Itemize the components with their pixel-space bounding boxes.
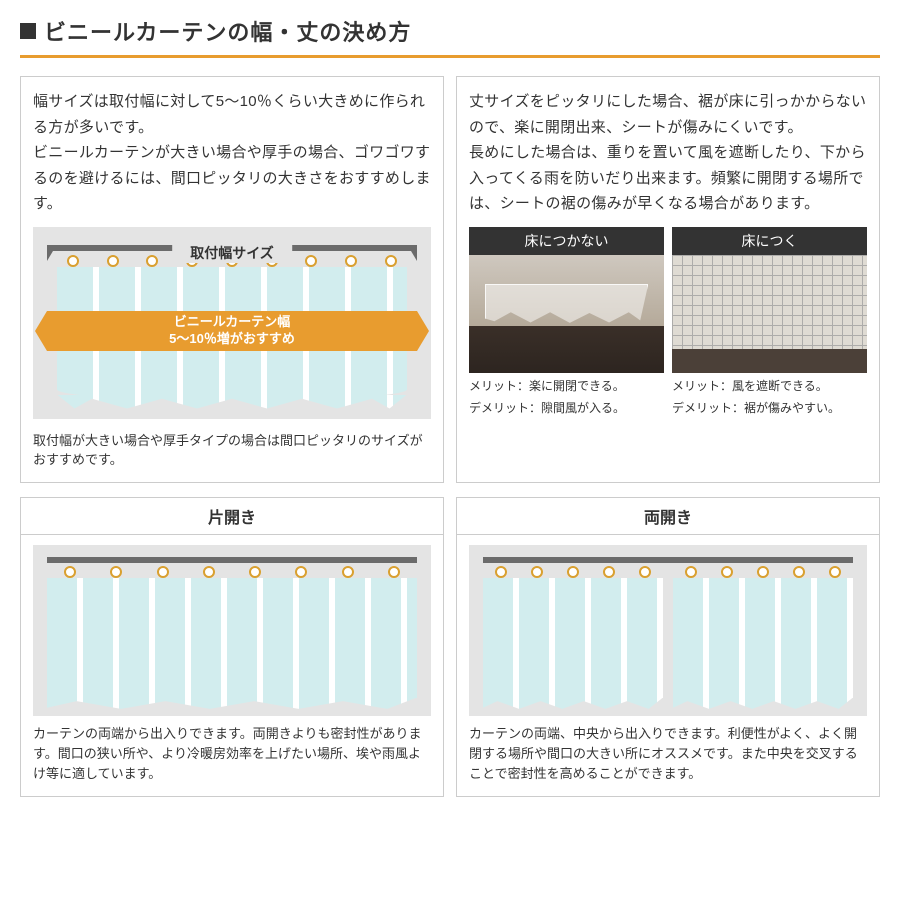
curtain-panel xyxy=(47,578,417,698)
photo-col-no-touch: 床につかない メリット：楽に開閉できる。 デメリット：隙間風が入る。 xyxy=(469,227,664,417)
length-box: 丈サイズをピッタリにした場合、裾が床に引っかからないので、楽に開閉出来、シートが… xyxy=(456,76,880,483)
ring-icon xyxy=(793,566,805,578)
ring-icon xyxy=(295,566,307,578)
mounting-track xyxy=(483,557,853,563)
ring-icon xyxy=(107,255,119,267)
opening-title: 両開き xyxy=(457,498,879,535)
curtain-scallop xyxy=(673,698,853,710)
curtain-scallop xyxy=(483,698,663,710)
photo-merit: メリット：楽に開閉できる。 xyxy=(469,377,664,395)
ring-icon xyxy=(639,566,651,578)
opening-diagram xyxy=(469,545,867,716)
photo-label: 床につく xyxy=(672,227,867,255)
photo-no-touch-floor xyxy=(469,255,664,373)
ring-icon xyxy=(495,566,507,578)
photo-demerit: デメリット：裾が傷みやすい。 xyxy=(672,399,867,417)
curtain-panel-wrap xyxy=(483,566,663,710)
width-description: 幅サイズは取付幅に対して5〜10％くらい大きめに作られる方が多いです。 ビニール… xyxy=(33,89,431,217)
opening-row: 片開きカーテンの両端から出入りできます。両開きよりも密封性があります。間口の狭い… xyxy=(20,497,880,797)
ring-icon xyxy=(345,255,357,267)
photo-demerit: デメリット：隙間風が入る。 xyxy=(469,399,664,417)
curtain-rings xyxy=(483,566,663,578)
mounting-track xyxy=(47,557,417,563)
opening-caption: カーテンの両端から出入りできます。両開きよりも密封性があります。間口の狭い所や、… xyxy=(33,724,431,784)
ring-icon xyxy=(305,255,317,267)
ring-icon xyxy=(249,566,261,578)
page-header: ビニールカーテンの幅・丈の決め方 xyxy=(20,15,880,47)
photo-col-touch: 床につく メリット：風を遮断できる。 デメリット：裾が傷みやすい。 xyxy=(672,227,867,417)
ring-icon xyxy=(110,566,122,578)
opening-caption: カーテンの両端、中央から出入りできます。利便性がよく、よく開閉する場所や間口の大… xyxy=(469,724,867,784)
curtain-panel-wrap xyxy=(673,566,853,710)
length-description: 丈サイズをピッタリにした場合、裾が床に引っかからないので、楽に開閉出来、シートが… xyxy=(469,89,867,217)
ring-icon xyxy=(685,566,697,578)
ring-icon xyxy=(385,255,397,267)
opening-box: 両開きカーテンの両端、中央から出入りできます。利便性がよく、よく開閉する場所や間… xyxy=(456,497,880,797)
curtain-panel xyxy=(673,578,853,698)
width-caption: 取付幅が大きい場合や厚手タイプの場合は間口ピッタリのサイズがおすすめです。 xyxy=(33,431,431,470)
width-callout: ビニールカーテン幅 5〜10％増がおすすめ xyxy=(47,311,417,351)
ring-icon xyxy=(721,566,733,578)
callout-line2: 5〜10％増がおすすめ xyxy=(169,331,295,348)
photo-row: 床につかない メリット：楽に開閉できる。 デメリット：隙間風が入る。 床につく … xyxy=(469,227,867,417)
curtain-scallop xyxy=(57,395,407,409)
curtain-scallop xyxy=(47,698,417,710)
top-row: 幅サイズは取付幅に対して5〜10％くらい大きめに作られる方が多いです。 ビニール… xyxy=(20,76,880,483)
curtain-group xyxy=(483,566,853,710)
photo-label: 床につかない xyxy=(469,227,664,255)
curtain-panel-wrap xyxy=(47,566,417,710)
page-title: ビニールカーテンの幅・丈の決め方 xyxy=(44,15,411,47)
photo-merit: メリット：風を遮断できる。 xyxy=(672,377,867,395)
curtain-rings xyxy=(673,566,853,578)
ring-icon xyxy=(67,255,79,267)
callout-line1: ビニールカーテン幅 xyxy=(174,314,291,331)
mounting-track: 取付幅サイズ xyxy=(47,245,417,251)
ring-icon xyxy=(757,566,769,578)
ring-icon xyxy=(203,566,215,578)
ring-icon xyxy=(146,255,158,267)
opening-box: 片開きカーテンの両端から出入りできます。両開きよりも密封性があります。間口の狭い… xyxy=(20,497,444,797)
ring-icon xyxy=(342,566,354,578)
ring-icon xyxy=(531,566,543,578)
header-bullet xyxy=(20,23,36,39)
ring-icon xyxy=(829,566,841,578)
track-width-label: 取付幅サイズ xyxy=(172,243,292,263)
ring-icon xyxy=(388,566,400,578)
photo-touch-floor xyxy=(672,255,867,373)
curtain-group xyxy=(47,566,417,710)
ring-icon xyxy=(603,566,615,578)
ring-icon xyxy=(157,566,169,578)
width-box: 幅サイズは取付幅に対して5〜10％くらい大きめに作られる方が多いです。 ビニール… xyxy=(20,76,444,483)
ring-icon xyxy=(567,566,579,578)
curtain-panel xyxy=(483,578,663,698)
curtain-rings xyxy=(47,566,417,578)
header-underline xyxy=(20,55,880,58)
ring-icon xyxy=(64,566,76,578)
width-diagram: 取付幅サイズ ビニールカーテン幅 5〜10％増がおすすめ xyxy=(33,227,431,419)
opening-diagram xyxy=(33,545,431,716)
opening-title: 片開き xyxy=(21,498,443,535)
